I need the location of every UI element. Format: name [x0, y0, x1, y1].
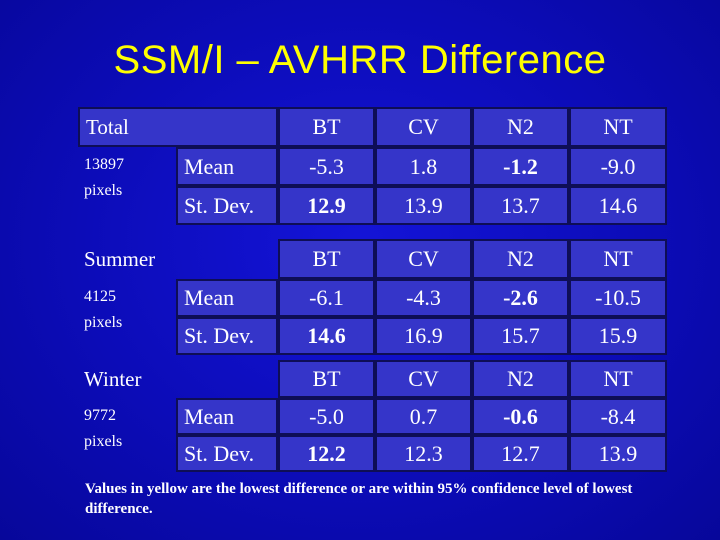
value-cell: 14.6 — [569, 186, 667, 225]
value-cell: 12.2 — [278, 435, 375, 472]
pixel-count: 9772 pixels — [78, 398, 176, 472]
col-header-nt: NT — [569, 107, 667, 147]
pixel-count-number: 9772 — [84, 407, 116, 424]
value-cell: 12.9 — [278, 186, 375, 225]
pixel-count-number: 13897 — [84, 156, 124, 173]
slide-title: SSM/I – AVHRR Difference — [113, 38, 607, 82]
pixel-count-word: pixels — [84, 182, 123, 199]
value-cell: -2.6 — [472, 279, 569, 317]
value-cell: -8.4 — [569, 398, 667, 435]
stat-label-mean: Mean — [176, 279, 278, 317]
pixel-count-word: pixels — [84, 314, 123, 331]
section-label-summer: Summer — [84, 246, 156, 271]
value-cell: -9.0 — [569, 147, 667, 186]
value-cell: 13.9 — [569, 435, 667, 472]
col-header-n2: N2 — [472, 360, 569, 398]
value-cell: 1.8 — [375, 147, 472, 186]
col-header-bt: BT — [278, 239, 375, 279]
value-cell: 13.9 — [375, 186, 472, 225]
pixel-count-number: 4125 — [84, 288, 116, 305]
col-header-n2: N2 — [472, 107, 569, 147]
value-cell: -4.3 — [375, 279, 472, 317]
stat-label-mean: Mean — [176, 398, 278, 435]
pixel-count: 13897 pixels — [78, 147, 176, 225]
value-cell: 16.9 — [375, 317, 472, 355]
col-header-cv: CV — [375, 107, 472, 147]
value-cell: -10.5 — [569, 279, 667, 317]
value-cell: 12.3 — [375, 435, 472, 472]
section-label-total: Total — [78, 107, 278, 147]
value-cell: 15.7 — [472, 317, 569, 355]
value-cell: -6.1 — [278, 279, 375, 317]
value-cell: 12.7 — [472, 435, 569, 472]
value-cell: -5.3 — [278, 147, 375, 186]
value-cell: 15.9 — [569, 317, 667, 355]
value-cell: -5.0 — [278, 398, 375, 435]
stat-label-stdev: St. Dev. — [176, 435, 278, 472]
stat-label-stdev: St. Dev. — [176, 317, 278, 355]
col-header-n2: N2 — [472, 239, 569, 279]
col-header-bt: BT — [278, 107, 375, 147]
col-header-cv: CV — [375, 360, 472, 398]
difference-table: Total BT CV N2 NT 13897 pixels Mean St. D… — [78, 107, 667, 472]
value-cell: 0.7 — [375, 398, 472, 435]
col-header-nt: NT — [569, 360, 667, 398]
value-cell: 13.7 — [472, 186, 569, 225]
stat-label-stdev: St. Dev. — [176, 186, 278, 225]
value-cell: -0.6 — [472, 398, 569, 435]
col-header-bt: BT — [278, 360, 375, 398]
pixel-count: 4125 pixels — [78, 279, 176, 355]
stat-label-mean: Mean — [176, 147, 278, 186]
section-label-winter: Winter — [84, 366, 142, 391]
col-header-cv: CV — [375, 239, 472, 279]
value-cell: 14.6 — [278, 317, 375, 355]
value-cell: -1.2 — [472, 147, 569, 186]
col-header-nt: NT — [569, 239, 667, 279]
footnote: Values in yellow are the lowest differen… — [85, 481, 633, 517]
pixel-count-word: pixels — [84, 433, 123, 450]
